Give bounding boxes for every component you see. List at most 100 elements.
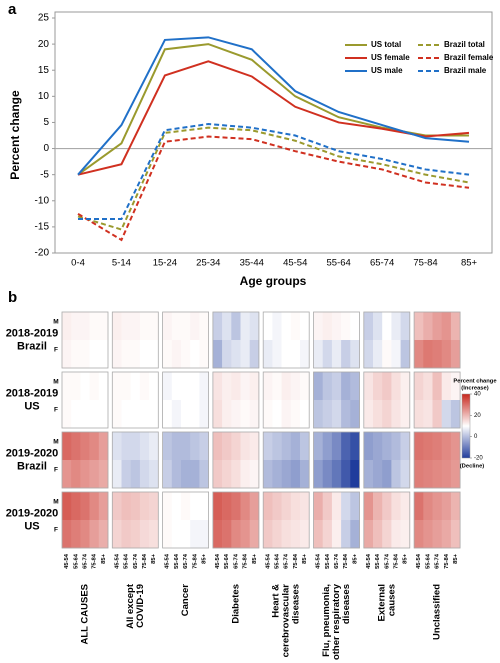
y-tick-label: 25: [38, 13, 50, 24]
heat-cell: [331, 432, 342, 461]
block-frame: [262, 371, 310, 429]
heat-cell: [350, 492, 360, 521]
heat-cell: [263, 312, 273, 341]
age-label: 55-64: [224, 553, 230, 569]
heat-cell: [300, 312, 310, 341]
sex-label: M: [53, 319, 58, 326]
heat-cell: [171, 372, 182, 401]
period-label: Brazil: [17, 460, 47, 472]
age-label: 65-74: [384, 553, 390, 569]
heat-cell: [89, 432, 100, 461]
period-label: US: [24, 400, 39, 412]
heat-cell: [89, 492, 100, 521]
cause-label: Flu, pneumonia,: [321, 584, 332, 657]
heat-cell: [112, 460, 122, 489]
age-label: 85+: [101, 553, 107, 563]
heat-cell: [272, 520, 282, 549]
heat-cell: [98, 372, 109, 401]
x-tick-label: 45-54: [283, 258, 307, 269]
heat-cell: [363, 372, 374, 401]
heat-cell: [313, 400, 323, 429]
heat-cell: [171, 520, 182, 549]
block-frame: [313, 311, 360, 369]
x-tick-label: 85+: [461, 258, 478, 269]
heat-cell: [382, 520, 392, 549]
heat-cell: [290, 312, 301, 341]
heat-cell: [89, 372, 100, 401]
age-label: 55-64: [425, 553, 431, 569]
heat-cell: [181, 312, 191, 341]
heat-cell: [222, 432, 232, 461]
age-label: 45-54: [64, 553, 70, 569]
heat-cell: [432, 372, 442, 401]
heat-cell: [212, 492, 223, 521]
heat-cell: [89, 460, 100, 489]
heat-cell: [121, 492, 131, 521]
series-line: [77, 126, 470, 231]
heat-cell: [231, 460, 241, 489]
heat-cell: [80, 492, 90, 521]
sex-label: M: [53, 439, 58, 446]
heat-cell: [80, 520, 90, 549]
heat-cell: [290, 492, 301, 521]
series-line: [77, 43, 469, 176]
heat-cell: [240, 520, 250, 549]
block-frame: [262, 491, 310, 549]
heat-cell: [414, 492, 424, 521]
age-label: 55-64: [325, 553, 331, 569]
block-frame: [162, 371, 210, 429]
heat-cell: [222, 340, 232, 369]
block-frame: [162, 431, 210, 489]
block-frame: [212, 311, 260, 369]
age-label: 45-54: [215, 553, 221, 569]
cause-label: External: [376, 584, 387, 622]
age-label: 85+: [252, 553, 258, 563]
heat-cell: [139, 460, 150, 489]
heat-cell: [272, 460, 282, 489]
age-label: 75-84: [444, 553, 450, 569]
heat-cell: [313, 432, 323, 461]
age-label: 45-54: [316, 553, 322, 569]
heat-cell: [272, 312, 282, 341]
heat-cell: [240, 460, 250, 489]
heat-cell: [149, 492, 159, 521]
heat-cell: [149, 432, 159, 461]
heat-cell: [71, 460, 81, 489]
heat-cell: [341, 312, 351, 341]
block-frame: [313, 371, 360, 429]
block-frame: [413, 311, 461, 369]
heat-cell: [432, 340, 442, 369]
age-label: 65-74: [83, 553, 89, 569]
heat-cell: [231, 340, 241, 369]
heat-cell: [240, 340, 250, 369]
block-frame: [111, 491, 159, 549]
heat-cell: [363, 460, 374, 489]
age-label: 75-84: [192, 553, 198, 569]
heat-cell: [272, 372, 282, 401]
heat-cell: [222, 460, 232, 489]
heat-cell: [212, 460, 223, 489]
heat-cell: [112, 520, 122, 549]
heat-cell: [212, 520, 223, 549]
heat-cell: [272, 432, 282, 461]
heat-cell: [190, 400, 200, 429]
heat-cell: [171, 460, 182, 489]
block-frame: [162, 491, 210, 549]
heat-cell: [432, 520, 442, 549]
age-label: 75-84: [142, 553, 148, 569]
heat-cell: [130, 432, 141, 461]
heat-cell: [391, 340, 401, 369]
age-label: 55-64: [174, 553, 180, 569]
heat-cell: [98, 400, 109, 429]
block-frame: [262, 431, 310, 489]
period-label: 2018-2019: [6, 387, 59, 399]
heat-cell: [231, 520, 241, 549]
heat-cell: [181, 460, 191, 489]
age-label: 65-74: [183, 553, 189, 569]
heat-cell: [249, 460, 260, 489]
heat-cell: [171, 312, 182, 341]
heat-cell: [222, 312, 232, 341]
heat-cell: [350, 460, 360, 489]
heat-cell: [162, 432, 173, 461]
heat-cell: [98, 312, 109, 341]
